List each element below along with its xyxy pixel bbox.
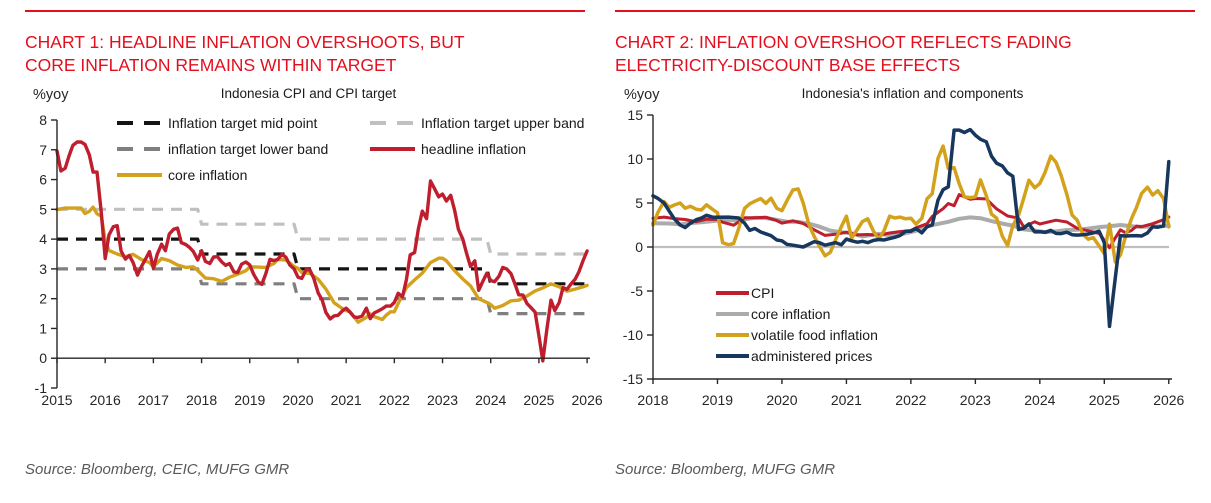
chart2-x-tick-label: 2020 [766,392,797,408]
chart1-y-tick-label: -1 [35,380,48,396]
chart2-y-tick-label: 0 [635,239,643,255]
chart2-x-tick-label: 2025 [1089,392,1120,408]
chart2-source: Source: Bloomberg, MUFG GMR [615,461,836,478]
chart1-x-tick-label: 2018 [186,392,217,408]
chart1-series-headline-inflation [55,140,589,363]
legend-swatch-volatile-food-inflation-icon [716,333,749,337]
chart1-source: Source: Bloomberg, CEIC, MUFG GMR [25,461,290,478]
legend-label: administered prices [751,348,873,364]
chart2-y-tick-label: 15 [627,107,643,123]
chart2-legend-item-core-inflation: core inflation [716,305,878,323]
chart1-header-line2: CORE INFLATION REMAINS WITHIN TARGET [25,55,397,75]
legend-label: inflation target lower band [168,141,329,157]
chart2-series-administered-prices [651,127,1171,329]
chart1-legend: Inflation target mid point Inflation targ… [117,114,584,184]
chart2-legend-item-administered-prices: administered prices [716,347,878,365]
chart2-x-tick-label: 2023 [960,392,991,408]
chart1-unit-label: %yoy [33,87,69,103]
chart1-x-tick-label: 2024 [475,392,506,408]
chart2-y-tick-label: -5 [631,283,644,299]
chart2-y-tick-label: 10 [627,151,643,167]
chart2-legend: CPI core inflation volatile food inflation… [716,284,878,365]
chart1-legend-item-core-inflation: core inflation [117,166,370,184]
chart2-legend-item-cpi: CPI [716,284,878,302]
chart2-top-rule [615,10,1195,12]
chart2-x-tick-label: 2026 [1153,392,1184,408]
chart1-legend-item-inflation-target-upper-band: Inflation target upper band [370,114,584,132]
chart2-legend-item-volatile-food-inflation: volatile food inflation [716,326,878,344]
legend-label: headline inflation [421,141,527,157]
chart2-y-tick-label: -10 [623,327,643,343]
chart2-x-tick-label: 2024 [1024,392,1055,408]
chart1-y-tick-label: 3 [39,261,47,277]
legend-swatch-inflation-target-lower-band-icon [117,147,162,151]
chart1-series-core-inflation [55,205,589,324]
legend-label: core inflation [751,306,831,322]
chart1-y-tick-label: 1 [39,320,47,336]
chart1-x-tick-label: 2023 [427,392,458,408]
chart1-y-tick-label: 7 [39,142,47,158]
chart1-y-tick-label: 2 [39,291,47,307]
legend-swatch-inflation-target-upper-band-icon [370,121,415,125]
chart1-top-rule [25,10,585,12]
chart1-x-tick-label: 2016 [90,392,121,408]
legend-swatch-headline-inflation-icon [370,147,415,151]
legend-swatch-administered-prices-icon [716,354,749,358]
chart1-y-tick-label: 0 [39,350,47,366]
chart1-y-tick-label: 6 [39,172,47,188]
chart1-x-tick-label: 2015 [41,392,72,408]
legend-swatch-cpi-icon [716,291,749,295]
chart2-x-tick-label: 2018 [637,392,668,408]
chart2-subtitle: Indonesia's inflation and components [801,86,1024,101]
chart2-y-tick-label: 5 [635,195,643,211]
chart1-legend-item-inflation-target-lower-band: inflation target lower band [117,140,370,158]
chart1-series-inflation-target-upper-band [57,207,590,256]
chart1-header: CHART 1: HEADLINE INFLATION OVERSHOOTS, … [25,31,585,77]
chart1-y-tick-label: 8 [39,112,47,128]
chart1-x-tick-label: 2017 [138,392,169,408]
chart2-header-line1: CHART 2: INFLATION OVERSHOOT REFLECTS FA… [615,32,1072,52]
chart1-x-tick-label: 2020 [282,392,313,408]
chart1-x-tick-label: 2025 [523,392,554,408]
legend-label: Inflation target upper band [421,115,585,131]
chart2-series-volatile-food-inflation [651,144,1171,264]
chart2-unit-label: %yoy [624,87,660,103]
chart2-header: CHART 2: INFLATION OVERSHOOT REFLECTS FA… [615,31,1195,77]
legend-label: core inflation [168,167,248,183]
chart1-y-tick-label: 4 [39,231,47,247]
legend-label: volatile food inflation [751,327,878,343]
chart1-x-tick-label: 2021 [331,392,362,408]
chart1-legend-item-inflation-target-mid-point: Inflation target mid point [117,114,370,132]
chart1-x-tick-label: 2019 [234,392,265,408]
chart1-x-tick-label: 2026 [572,392,603,408]
chart2-x-tick-label: 2022 [895,392,926,408]
legend-label: CPI [751,285,775,301]
chart2-x-tick-label: 2019 [702,392,733,408]
legend-swatch-inflation-target-mid-point-icon [117,121,162,125]
chart1-x-tick-label: 2022 [379,392,410,408]
chart1-header-line1: CHART 1: HEADLINE INFLATION OVERSHOOTS, … [25,32,465,52]
chart1-subtitle: Indonesia CPI and CPI target [220,86,397,101]
chart1-series-inflation-target-mid-point [57,237,590,286]
chart2-header-line2: ELECTRICITY-DISCOUNT BASE EFFECTS [615,55,961,75]
chart2-y-tick-label: -15 [623,371,643,387]
chart2-x-tick-label: 2021 [831,392,862,408]
legend-swatch-core-inflation-icon [117,173,162,177]
chart1-y-tick-label: 5 [39,201,47,217]
chart1-legend-item-headline-inflation: headline inflation [370,140,584,158]
legend-label: Inflation target mid point [168,115,318,131]
legend-swatch-core-inflation-icon [716,312,749,316]
